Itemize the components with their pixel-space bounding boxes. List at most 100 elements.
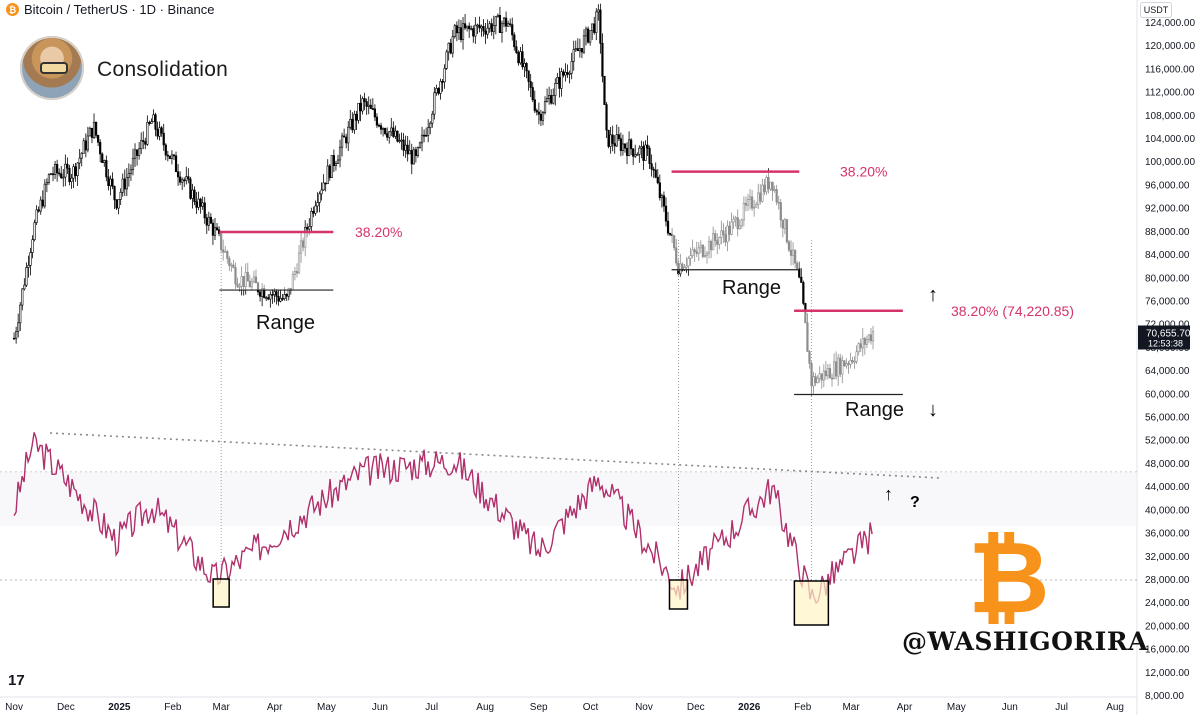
candle-body	[634, 154, 637, 157]
candle-body	[31, 239, 34, 253]
candle-body	[533, 99, 536, 111]
candle-body	[338, 146, 342, 161]
candle-body	[265, 297, 268, 299]
candle-body	[459, 27, 463, 40]
candle-body	[369, 104, 372, 109]
candle-body	[591, 23, 594, 31]
candle-body	[513, 34, 516, 48]
candle-body	[640, 146, 643, 149]
candle-body	[529, 81, 532, 88]
candle-body	[21, 288, 24, 306]
candle-body	[37, 209, 40, 212]
range-3-shade	[794, 310, 903, 395]
candle-body	[550, 95, 553, 104]
candle-body	[398, 140, 401, 142]
candle-body	[568, 72, 571, 75]
symbol-text: Bitcoin / TetherUS · 1D · Binance	[24, 2, 215, 17]
candle-body	[580, 48, 584, 53]
glasses-icon	[40, 62, 68, 74]
candle-body	[49, 173, 53, 176]
candle-body	[515, 46, 518, 53]
candle-body	[140, 140, 143, 150]
candle-body	[630, 139, 633, 150]
candle-body	[658, 182, 661, 199]
price-tag-bg	[1138, 325, 1190, 350]
candle-body	[328, 165, 331, 179]
candle-body	[183, 179, 186, 182]
candle-body	[119, 191, 122, 200]
y-tick-label: 124,000.00	[1145, 18, 1195, 29]
candle-body	[181, 179, 184, 183]
candle-body	[502, 17, 506, 25]
candle-body	[275, 291, 278, 297]
candle-body	[74, 166, 77, 176]
candle-body	[76, 162, 79, 176]
candle-body	[496, 15, 499, 17]
candle-body	[355, 113, 358, 121]
candle-body	[133, 149, 137, 159]
candle-body	[367, 104, 370, 107]
candle-body	[174, 155, 178, 173]
candle-body	[412, 149, 415, 165]
candle-body	[623, 143, 627, 149]
watermark: @WASHIGORIRA	[902, 627, 1149, 656]
candle-body	[652, 168, 655, 171]
candle-body	[211, 222, 215, 236]
candle-body	[636, 154, 639, 156]
candle-body	[392, 127, 395, 137]
candle-body	[148, 122, 151, 124]
candle-body	[39, 199, 42, 212]
y-tick-label: 28,000.00	[1145, 575, 1190, 586]
candle-body	[318, 193, 321, 203]
y-tick-label: 8,000.00	[1145, 691, 1184, 702]
y-tick-label: 80,000.00	[1145, 273, 1190, 284]
x-tick-label: Oct	[583, 702, 599, 713]
candle-body	[209, 216, 212, 224]
candle-body	[545, 98, 549, 102]
rsi-oversold-box-3	[793, 580, 830, 626]
candle-body	[101, 153, 104, 163]
currency-badge[interactable]: USDT	[1140, 2, 1172, 18]
candle-body	[195, 201, 198, 208]
candle-body	[41, 199, 44, 207]
candle-body	[56, 164, 59, 174]
candle-body	[199, 198, 202, 207]
candle-body	[191, 189, 194, 199]
range-label-3: Range	[845, 399, 904, 421]
y-tick-label: 88,000.00	[1145, 227, 1190, 238]
candle-body	[422, 134, 426, 137]
candle-body	[308, 226, 311, 230]
candle-body	[603, 75, 606, 105]
candle-body	[420, 134, 424, 144]
candle-body	[619, 138, 622, 151]
candle-body	[33, 222, 36, 240]
candle-body	[500, 23, 504, 33]
candle-body	[125, 177, 128, 190]
candle-body	[504, 17, 508, 27]
candle-body	[271, 294, 274, 296]
candle-body	[123, 178, 126, 190]
candle-body	[498, 15, 502, 33]
candle-body	[193, 189, 196, 203]
candle-body	[548, 95, 551, 99]
symbol-header[interactable]: ₿ Bitcoin / TetherUS · 1D · Binance	[6, 2, 215, 17]
price-tag-countdown: 12:53:38	[1148, 338, 1183, 348]
candle-body	[377, 124, 381, 127]
candle-body	[455, 25, 458, 34]
candle-body	[650, 163, 653, 170]
x-tick-label: Jul	[1055, 702, 1068, 713]
candle-body	[539, 113, 543, 121]
y-tick-label: 100,000.00	[1145, 157, 1195, 168]
candle-body	[340, 135, 344, 148]
candle-body	[494, 16, 497, 26]
candle-body	[447, 42, 450, 53]
candle-body	[474, 24, 477, 37]
x-tick-label: Sep	[530, 702, 548, 713]
candle-body	[595, 11, 598, 33]
candle-body	[582, 35, 586, 53]
candle-body	[373, 108, 376, 118]
candle-body	[187, 176, 190, 180]
candle-body	[70, 177, 73, 182]
candle-body	[88, 127, 92, 137]
